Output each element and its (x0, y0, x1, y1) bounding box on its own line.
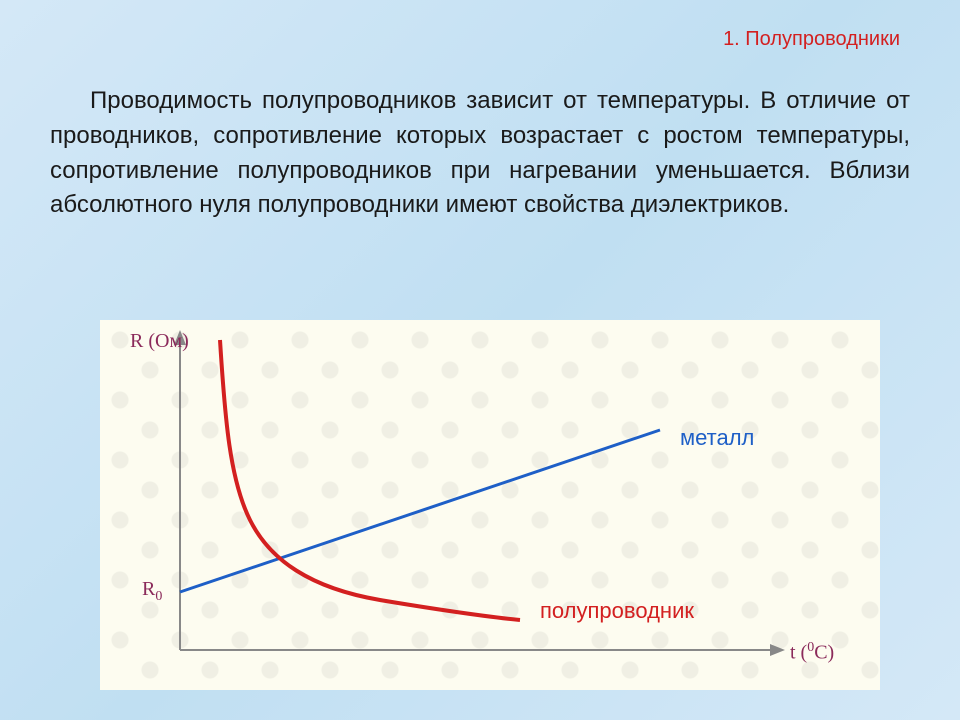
semiconductor-curve (220, 340, 520, 620)
semiconductor-label: полупроводник (540, 598, 694, 624)
r-zero-label: R0 (142, 578, 162, 605)
chart-svg (100, 320, 880, 690)
x-axis-label: t (0C) (790, 640, 834, 665)
y-axis-label: R (Ом) (130, 330, 189, 353)
metal-label: металл (680, 425, 754, 451)
section-header: 1. Полупроводники (723, 28, 900, 51)
resistance-chart: R (Ом) t (0C) R0 металл полупроводник (100, 320, 880, 690)
body-paragraph: Проводимость полупроводников зависит от … (50, 84, 910, 223)
metal-line (180, 430, 660, 592)
